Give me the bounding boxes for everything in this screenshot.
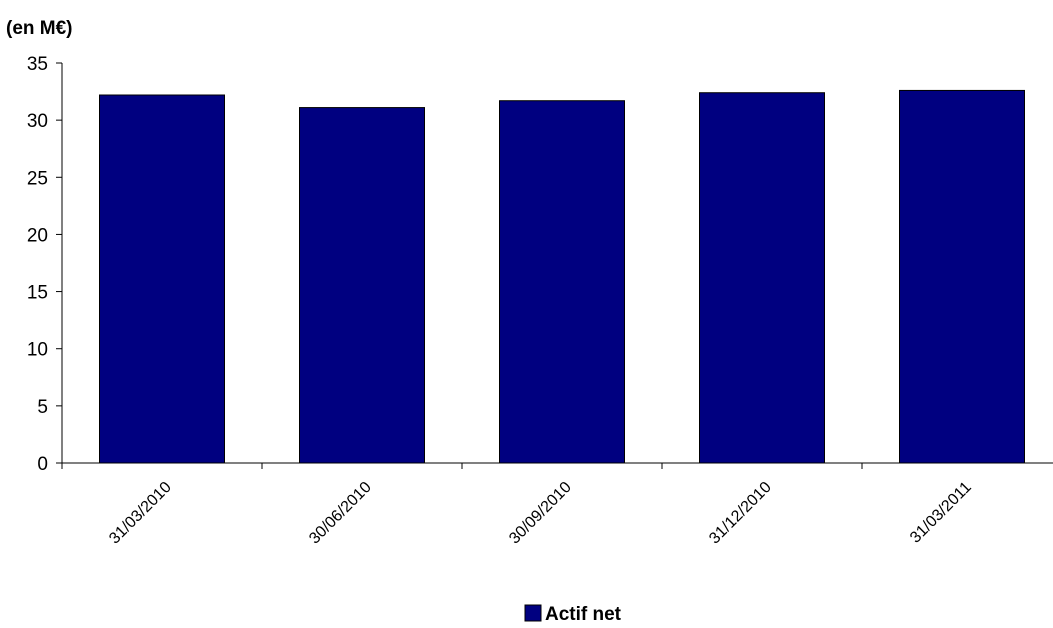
y-axis: 0 5 10 15 20 25 30 35 [27,54,63,475]
legend-label: Actif net [545,604,622,625]
y-tick-label: 20 [27,225,48,246]
y-tick-label: 30 [27,111,48,132]
y-tick-label: 0 [37,454,48,475]
bar [99,94,225,464]
bar [499,100,625,464]
y-tick-label: 15 [27,283,48,304]
x-tick-label: 31/12/2010 [706,479,775,548]
x-axis: 31/03/2010 30/06/2010 30/09/2010 31/12/2010… [61,462,1053,548]
bar [899,89,1025,464]
unit-label: (en M€) [6,18,73,39]
legend: Actif net [524,604,622,625]
y-tick-label: 5 [37,397,48,418]
x-tick-label: 31/03/2010 [106,479,175,548]
legend-swatch [524,604,542,622]
x-tick-label: 30/06/2010 [306,479,375,548]
x-tick-label: 31/03/2011 [907,479,975,547]
y-tick-label: 35 [27,54,48,75]
bar [699,92,825,464]
y-tick-label: 10 [27,340,48,361]
y-tick-label: 25 [27,168,48,189]
bars [99,89,1025,464]
bar [299,107,425,464]
x-tick-label: 30/09/2010 [506,479,575,548]
